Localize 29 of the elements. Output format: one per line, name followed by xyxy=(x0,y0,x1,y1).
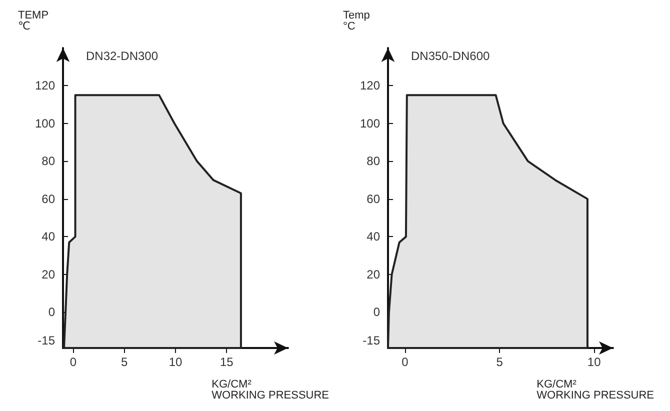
y-tick-label: 20 xyxy=(42,267,56,282)
y-tick-label: 80 xyxy=(42,154,56,168)
y-axis-title: TEMP ℃ xyxy=(18,10,49,32)
y-tick-label: -15 xyxy=(362,333,380,348)
x-tick-label: 10 xyxy=(168,355,182,369)
x-tick-label: 15 xyxy=(220,355,234,369)
y-tick-label: 40 xyxy=(366,230,380,244)
y-tick-label: -15 xyxy=(38,333,56,348)
x-tick-label: 5 xyxy=(121,355,128,369)
x-tick-label: 0 xyxy=(70,355,77,369)
y-tick-label: 20 xyxy=(366,267,380,282)
y-tick-label: 40 xyxy=(42,230,56,244)
y-tick-label: 100 xyxy=(360,116,380,130)
y-tick-label: 60 xyxy=(42,192,56,206)
y-tick-label: 100 xyxy=(34,116,56,130)
x-tick-label: 0 xyxy=(402,355,409,369)
y-tick-label: 120 xyxy=(34,78,56,93)
y-tick-label: 60 xyxy=(366,192,380,206)
x-tick-label: 5 xyxy=(496,355,504,369)
annotation: DN32-DN300 xyxy=(86,49,158,63)
y-axis-title: Temp °C xyxy=(343,10,370,32)
y-tick-label: 0 xyxy=(373,305,380,320)
y-tick-label: 120 xyxy=(360,78,380,93)
x-axis-title: KG/CM² WORKING PRESSURE xyxy=(212,378,330,402)
y-tick-label: 80 xyxy=(366,154,380,168)
y-tick-label: 0 xyxy=(48,305,56,320)
x-tick-label: 10 xyxy=(587,355,602,369)
x-axis-title: KG/CM² WORKING PRESSURE xyxy=(536,378,654,402)
annotation: DN350-DN600 xyxy=(411,49,490,63)
